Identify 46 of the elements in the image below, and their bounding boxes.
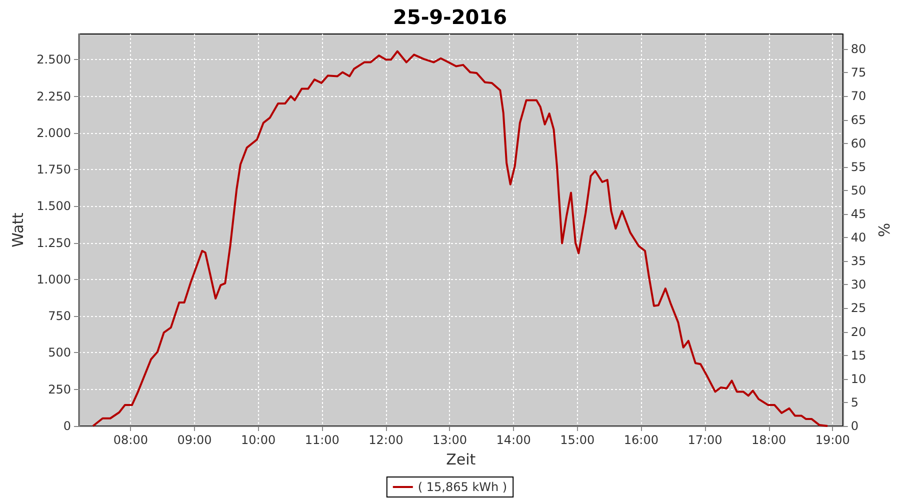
y2-tick-label: 10 [850, 372, 866, 386]
x-axis-title: Zeit [446, 450, 476, 468]
x-tick-label: 16:00 [624, 433, 658, 447]
y2-tick-label: 5 [850, 395, 858, 410]
y-tick-label: 500 [48, 346, 71, 360]
y2-tick-label: 55 [850, 160, 866, 174]
y-tick-label: 1.250 [36, 236, 71, 250]
x-tick-label: 14:00 [496, 433, 531, 447]
y2-tick-label: 20 [850, 324, 866, 339]
y-tick-label: 250 [48, 382, 71, 396]
y2-tick-label: 35 [850, 254, 866, 268]
y-tick-label: 2.500 [36, 52, 71, 67]
y2-tick-label: 0 [850, 419, 858, 433]
x-tick-label: 12:00 [368, 433, 404, 447]
y2-tick-label: 40 [850, 230, 866, 245]
y2-tick-label: 80 [850, 42, 866, 56]
x-tick-label: 11:00 [304, 433, 340, 447]
y2-tick-label: 15 [850, 348, 866, 362]
y-tick-label: 1.000 [36, 272, 71, 286]
y2-tick-label: 65 [850, 112, 866, 127]
line-series [92, 50, 829, 427]
x-tick-label: 10:00 [241, 433, 276, 447]
legend-label: ( 15,865 kWh ) [418, 480, 508, 494]
x-tick-label: 18:00 [752, 433, 786, 447]
y-tick-label: 1.500 [36, 199, 71, 214]
y2-tick-label: 25 [850, 301, 866, 316]
y-tick-label: 0 [63, 419, 71, 433]
x-tick-label: 17:00 [688, 433, 722, 447]
y2-tick-label: 70 [850, 89, 866, 104]
x-tick-label: 13:00 [432, 433, 468, 447]
chart-title: 25-9-2016 [392, 5, 508, 29]
x-tick-label: 08:00 [113, 433, 148, 447]
y2-tick-label: 50 [850, 183, 866, 198]
y2-tick-label: 30 [850, 278, 866, 292]
y2-axis-title: % [876, 222, 894, 238]
y2-tick-label: 45 [850, 206, 866, 221]
y-tick-label: 2.000 [36, 126, 71, 140]
y-tick-label: 750 [48, 309, 71, 324]
x-tick-label: 09:00 [177, 433, 212, 447]
x-tick-label: 15:00 [560, 433, 595, 447]
x-tick-label: 19:00 [815, 433, 850, 447]
y2-tick-label: 60 [850, 136, 866, 150]
y-tick-label: 2.250 [36, 89, 71, 104]
y-tick-label: 1.750 [36, 162, 71, 177]
y-axis-title: Watt [9, 212, 28, 248]
y2-tick-label: 75 [850, 66, 866, 80]
